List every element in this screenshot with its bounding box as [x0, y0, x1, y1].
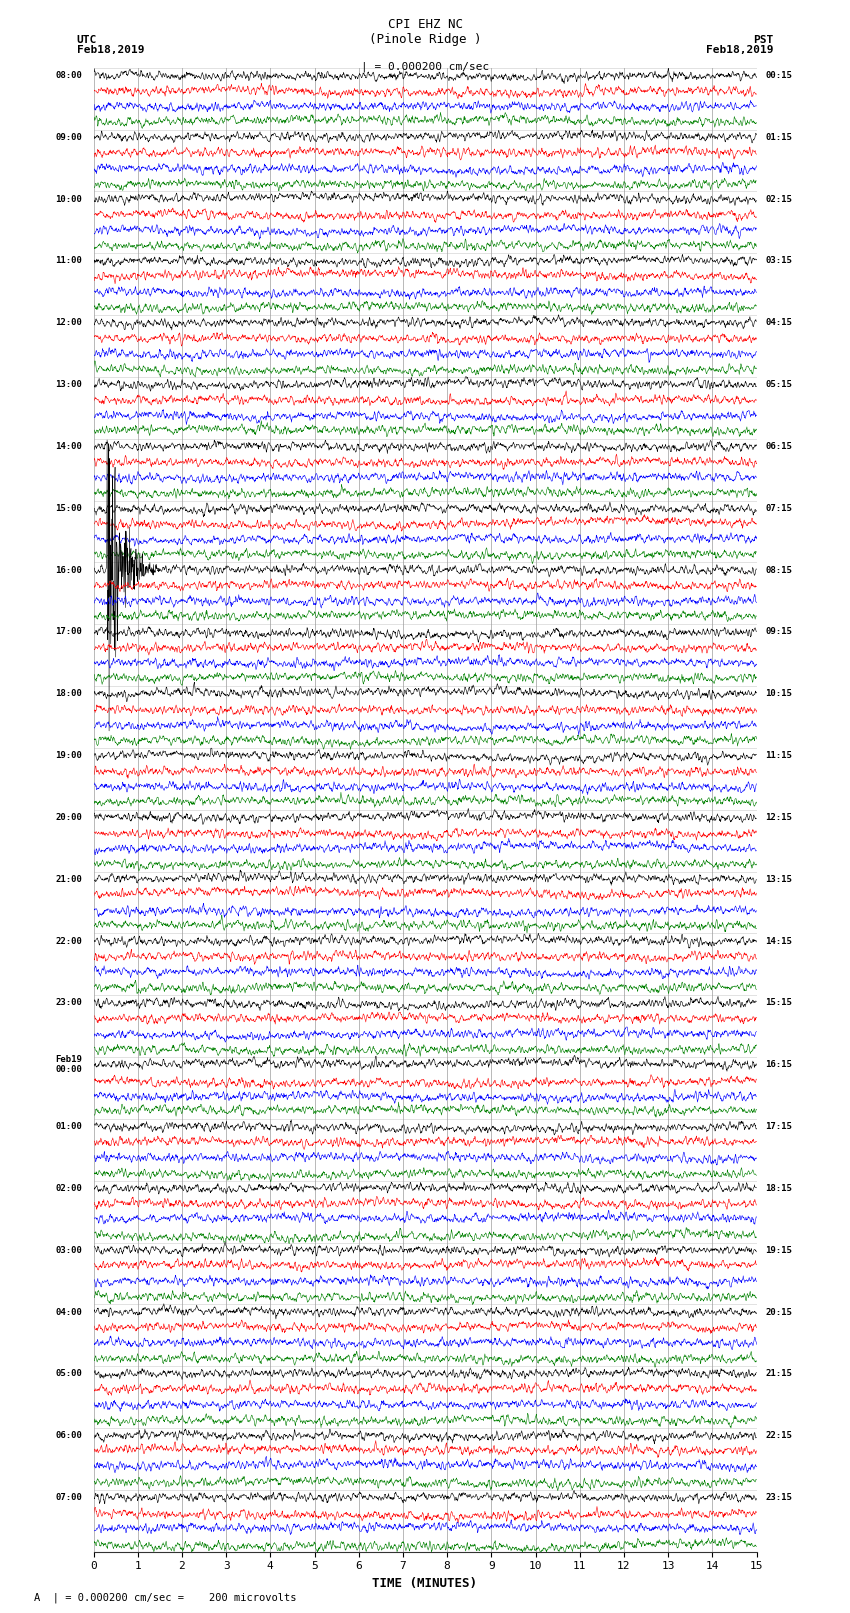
Text: 18:00: 18:00: [55, 689, 82, 698]
Text: Feb18,2019: Feb18,2019: [706, 45, 774, 55]
Text: 01:15: 01:15: [765, 132, 792, 142]
Text: PST: PST: [753, 35, 774, 45]
Text: 22:00: 22:00: [55, 937, 82, 945]
Text: 03:15: 03:15: [765, 256, 792, 266]
Text: 22:15: 22:15: [765, 1431, 792, 1440]
Text: Feb19
00:00: Feb19 00:00: [55, 1055, 82, 1074]
Text: 17:15: 17:15: [765, 1123, 792, 1131]
Text: 16:15: 16:15: [765, 1060, 792, 1069]
Text: 03:00: 03:00: [55, 1245, 82, 1255]
Text: 00:15: 00:15: [765, 71, 792, 81]
Text: 16:00: 16:00: [55, 566, 82, 574]
Text: 23:00: 23:00: [55, 998, 82, 1008]
Text: 07:00: 07:00: [55, 1494, 82, 1502]
Text: 20:00: 20:00: [55, 813, 82, 823]
Text: 09:15: 09:15: [765, 627, 792, 637]
Text: Feb18,2019: Feb18,2019: [76, 45, 144, 55]
Text: 05:00: 05:00: [55, 1369, 82, 1379]
Text: 01:00: 01:00: [55, 1123, 82, 1131]
X-axis label: TIME (MINUTES): TIME (MINUTES): [372, 1578, 478, 1590]
Text: 10:00: 10:00: [55, 195, 82, 203]
Text: 02:00: 02:00: [55, 1184, 82, 1194]
Text: 07:15: 07:15: [765, 503, 792, 513]
Text: 09:00: 09:00: [55, 132, 82, 142]
Text: UTC: UTC: [76, 35, 97, 45]
Text: 17:00: 17:00: [55, 627, 82, 637]
Text: 15:00: 15:00: [55, 503, 82, 513]
Text: 06:15: 06:15: [765, 442, 792, 452]
Text: 11:00: 11:00: [55, 256, 82, 266]
Text: 13:15: 13:15: [765, 874, 792, 884]
Text: A  | = 0.000200 cm/sec =    200 microvolts: A | = 0.000200 cm/sec = 200 microvolts: [34, 1592, 297, 1603]
Text: 08:00: 08:00: [55, 71, 82, 81]
Text: 21:00: 21:00: [55, 874, 82, 884]
Text: 12:00: 12:00: [55, 318, 82, 327]
Text: 20:15: 20:15: [765, 1308, 792, 1316]
Title: CPI EHZ NC
(Pinole Ridge ): CPI EHZ NC (Pinole Ridge ): [369, 18, 481, 45]
Text: 13:00: 13:00: [55, 381, 82, 389]
Text: 02:15: 02:15: [765, 195, 792, 203]
Text: 10:15: 10:15: [765, 689, 792, 698]
Text: 05:15: 05:15: [765, 381, 792, 389]
Text: | = 0.000200 cm/sec: | = 0.000200 cm/sec: [361, 61, 489, 73]
Text: 19:00: 19:00: [55, 752, 82, 760]
Text: 06:00: 06:00: [55, 1431, 82, 1440]
Text: 21:15: 21:15: [765, 1369, 792, 1379]
Text: 11:15: 11:15: [765, 752, 792, 760]
Text: 08:15: 08:15: [765, 566, 792, 574]
Text: 14:15: 14:15: [765, 937, 792, 945]
Text: 04:15: 04:15: [765, 318, 792, 327]
Text: 12:15: 12:15: [765, 813, 792, 823]
Text: 14:00: 14:00: [55, 442, 82, 452]
Text: 15:15: 15:15: [765, 998, 792, 1008]
Text: 19:15: 19:15: [765, 1245, 792, 1255]
Text: 18:15: 18:15: [765, 1184, 792, 1194]
Text: 23:15: 23:15: [765, 1494, 792, 1502]
Text: 04:00: 04:00: [55, 1308, 82, 1316]
